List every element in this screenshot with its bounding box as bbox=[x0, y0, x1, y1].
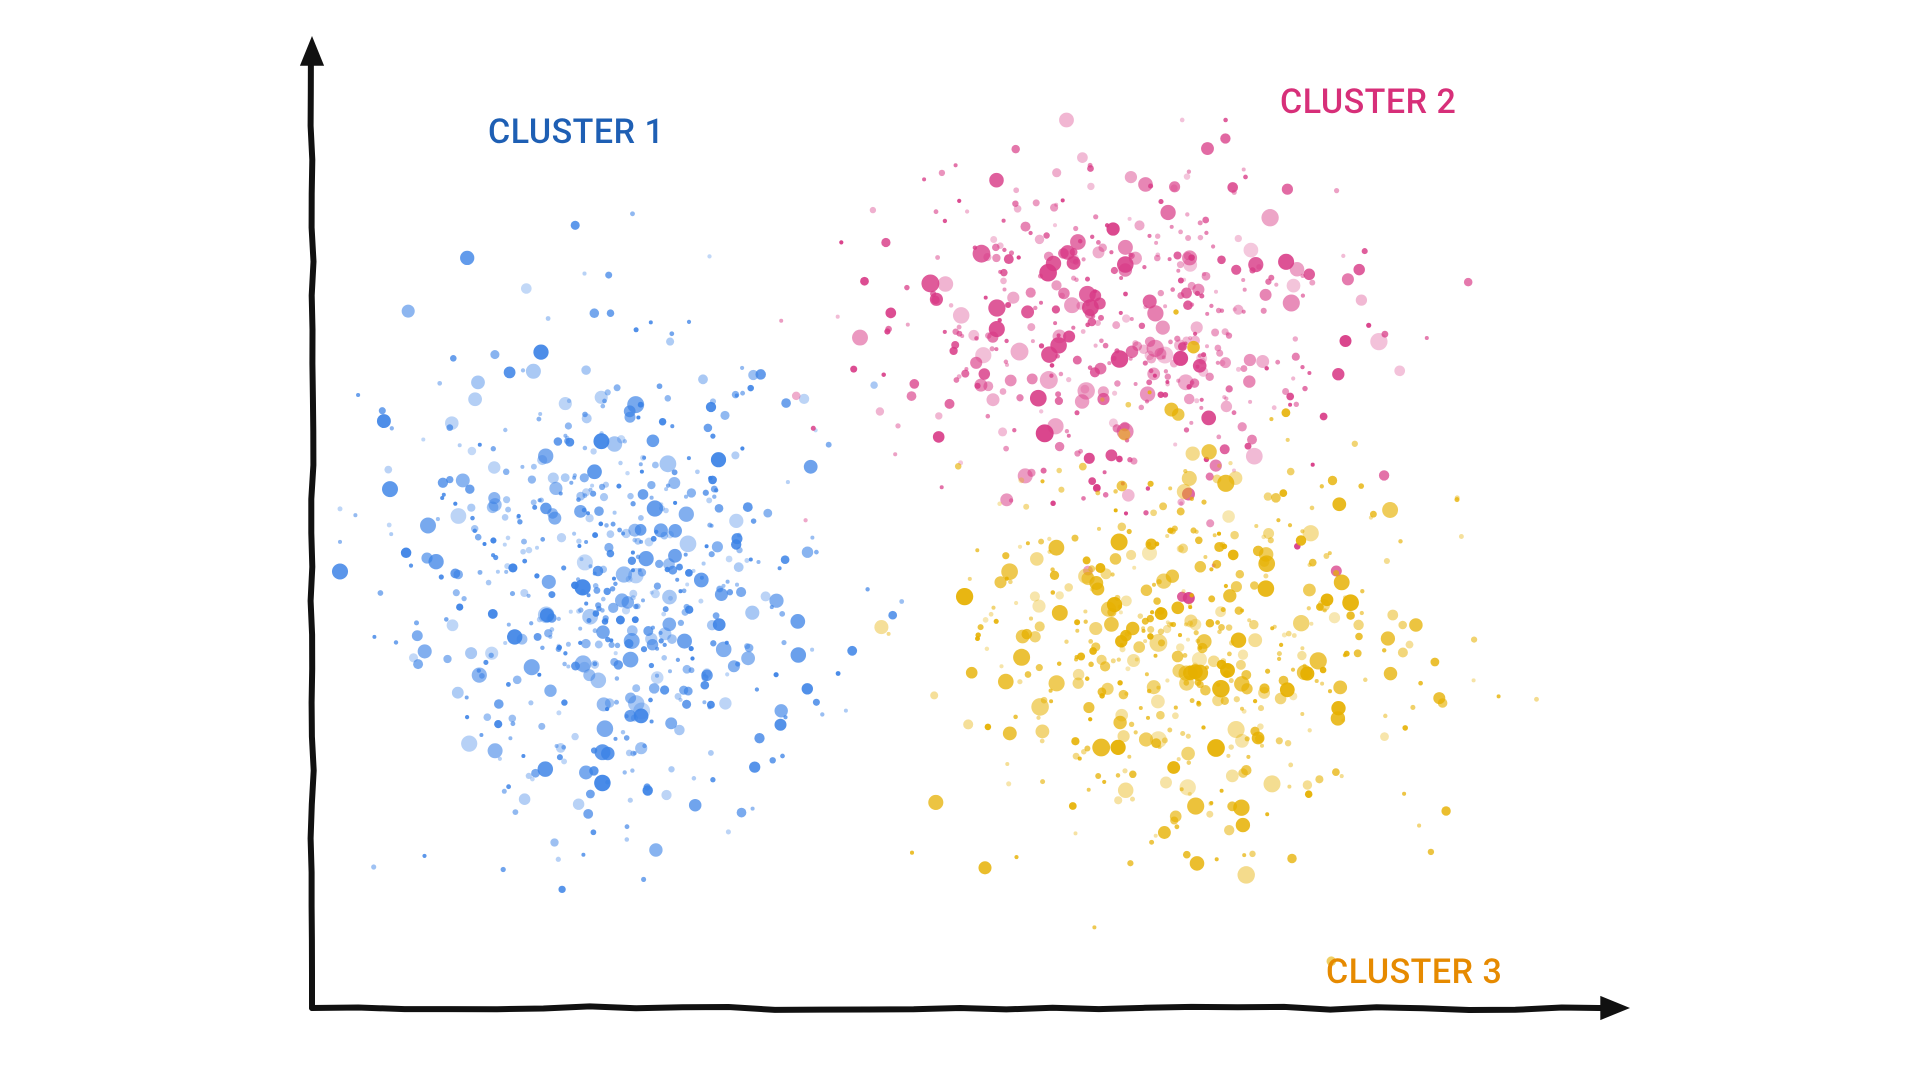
scatter-plot bbox=[0, 0, 1920, 1080]
cluster1-points bbox=[332, 211, 904, 893]
cluster3-label: CLUSTER 3 bbox=[1326, 952, 1502, 992]
axes bbox=[300, 36, 1630, 1020]
cluster2-label: CLUSTER 2 bbox=[1280, 82, 1456, 122]
cluster1-label: CLUSTER 1 bbox=[488, 112, 664, 152]
cluster3-points bbox=[874, 309, 1539, 966]
cluster2-points bbox=[779, 113, 1472, 604]
chart-container: CLUSTER 1 CLUSTER 2 CLUSTER 3 bbox=[0, 0, 1920, 1080]
